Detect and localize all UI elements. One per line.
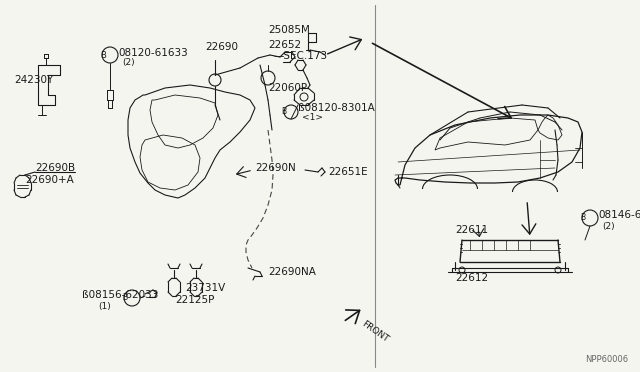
Text: 22690N: 22690N bbox=[255, 163, 296, 173]
Text: 22125P: 22125P bbox=[175, 295, 214, 305]
Text: 08146-61220: 08146-61220 bbox=[598, 210, 640, 220]
Text: B: B bbox=[580, 214, 586, 222]
Text: FRONT: FRONT bbox=[360, 320, 390, 344]
Text: 22060P: 22060P bbox=[268, 83, 307, 93]
Text: (2): (2) bbox=[602, 221, 614, 231]
Text: 08120-61633: 08120-61633 bbox=[118, 48, 188, 58]
Text: 24230Y: 24230Y bbox=[14, 75, 53, 85]
Text: 22611: 22611 bbox=[455, 225, 488, 235]
Text: 22690B: 22690B bbox=[35, 163, 75, 173]
Text: 22690NA: 22690NA bbox=[268, 267, 316, 277]
Text: 22652: 22652 bbox=[268, 40, 301, 50]
Text: (2): (2) bbox=[122, 58, 134, 67]
Text: 23731V: 23731V bbox=[185, 283, 225, 293]
Text: 22651E: 22651E bbox=[328, 167, 367, 177]
Text: <1>: <1> bbox=[302, 113, 323, 122]
Text: B: B bbox=[122, 294, 127, 302]
Text: B: B bbox=[100, 51, 106, 60]
Text: (1): (1) bbox=[98, 302, 111, 311]
Text: 22690+A: 22690+A bbox=[25, 175, 74, 185]
Text: 25085M: 25085M bbox=[268, 25, 310, 35]
Text: ß08156-62033: ß08156-62033 bbox=[82, 290, 158, 300]
Text: 22690: 22690 bbox=[205, 42, 238, 52]
Text: ß08120-8301A: ß08120-8301A bbox=[298, 103, 375, 113]
Text: B: B bbox=[282, 108, 287, 116]
Text: 22612: 22612 bbox=[455, 273, 488, 283]
Text: NPP60006: NPP60006 bbox=[585, 355, 628, 364]
Text: —SEC.173: —SEC.173 bbox=[273, 51, 327, 61]
